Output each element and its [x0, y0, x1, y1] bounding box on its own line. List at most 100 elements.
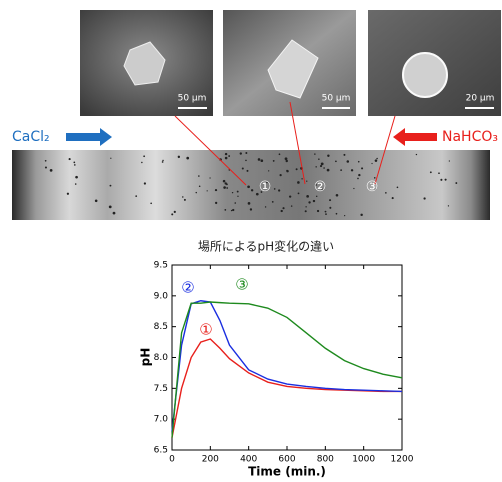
particle — [320, 165, 322, 167]
series-label: ② — [181, 279, 194, 297]
particle — [317, 210, 319, 212]
particle — [316, 196, 317, 197]
right-label: NaHCO₃ — [442, 129, 498, 145]
x-tick-label: 600 — [278, 455, 295, 465]
particle — [150, 202, 152, 204]
x-tick-label: 800 — [317, 455, 334, 465]
particle — [449, 160, 450, 161]
particle — [162, 161, 164, 163]
particle — [314, 153, 315, 154]
particle — [371, 163, 372, 164]
particle — [357, 178, 359, 180]
particle — [215, 189, 217, 191]
particle — [325, 211, 327, 213]
y-tick-label: 8.0 — [154, 353, 169, 363]
particle — [305, 206, 306, 207]
particle — [171, 213, 173, 215]
particle — [45, 160, 47, 162]
particle — [258, 158, 261, 161]
y-tick-label: 7.5 — [154, 384, 168, 394]
particle — [45, 166, 47, 168]
particle — [207, 190, 208, 191]
particle — [298, 192, 300, 194]
particle — [351, 169, 353, 171]
particle — [306, 195, 309, 198]
particle — [110, 185, 112, 187]
particle — [50, 169, 53, 172]
particle — [178, 156, 180, 158]
micrograph: 50 μm — [80, 10, 213, 116]
particle — [358, 174, 360, 176]
particle — [423, 197, 425, 199]
particle — [272, 201, 274, 203]
particle — [226, 187, 228, 189]
particle — [306, 181, 307, 182]
particle — [286, 160, 288, 162]
particle — [223, 186, 226, 189]
particle — [279, 153, 281, 155]
particle — [67, 193, 69, 195]
plot: 0200400600800100012006.57.07.58.08.59.09… — [154, 261, 414, 465]
particle — [242, 168, 244, 170]
particle — [265, 206, 266, 207]
particle — [344, 215, 345, 216]
particle — [69, 158, 71, 160]
scale-label: 50 μm — [322, 94, 351, 104]
particle — [234, 202, 236, 204]
arrow — [66, 128, 112, 146]
particle — [360, 214, 362, 216]
x-axis-label: Time (min.) — [248, 465, 326, 479]
particle — [199, 185, 201, 187]
x-tick-label: 1000 — [352, 455, 375, 465]
particle — [250, 208, 252, 210]
particle — [327, 169, 330, 172]
particle — [291, 205, 292, 206]
particle — [343, 154, 345, 156]
particle — [323, 167, 325, 169]
particle — [232, 192, 233, 193]
particle — [392, 197, 394, 199]
left-label: CaCl₂ — [12, 129, 50, 145]
particle — [430, 171, 432, 173]
particle — [225, 182, 227, 184]
y-axis-label: pH — [139, 348, 153, 367]
scale-label: 50 μm — [178, 94, 207, 104]
particle — [280, 174, 282, 176]
particle — [375, 159, 378, 162]
particle — [174, 211, 176, 213]
particle — [274, 188, 276, 190]
micrograph: 20 μm — [368, 10, 501, 116]
particle — [336, 213, 338, 215]
particle — [225, 153, 227, 155]
particle — [240, 152, 242, 154]
particle — [305, 210, 307, 212]
arrow — [393, 128, 437, 146]
particle — [315, 166, 316, 167]
particle — [248, 202, 251, 205]
particle — [209, 177, 210, 178]
particle — [113, 212, 116, 215]
particle — [198, 175, 200, 177]
y-tick-label: 9.0 — [154, 291, 169, 301]
particle — [318, 158, 320, 160]
particle — [231, 210, 232, 211]
particle — [232, 209, 234, 211]
particle — [95, 199, 98, 202]
particle — [285, 157, 288, 160]
particle — [329, 199, 331, 201]
particle — [135, 195, 137, 197]
particle — [260, 159, 263, 162]
particle — [182, 196, 183, 197]
particle — [245, 160, 247, 162]
particle — [340, 169, 342, 171]
particle — [286, 170, 288, 172]
position-label: ③ — [366, 179, 379, 195]
particle — [237, 196, 238, 197]
particle — [223, 180, 226, 183]
particle — [251, 189, 253, 191]
particle — [445, 179, 447, 181]
particle — [246, 170, 248, 172]
particle — [268, 170, 269, 171]
particle — [282, 207, 284, 209]
particle — [273, 160, 275, 162]
